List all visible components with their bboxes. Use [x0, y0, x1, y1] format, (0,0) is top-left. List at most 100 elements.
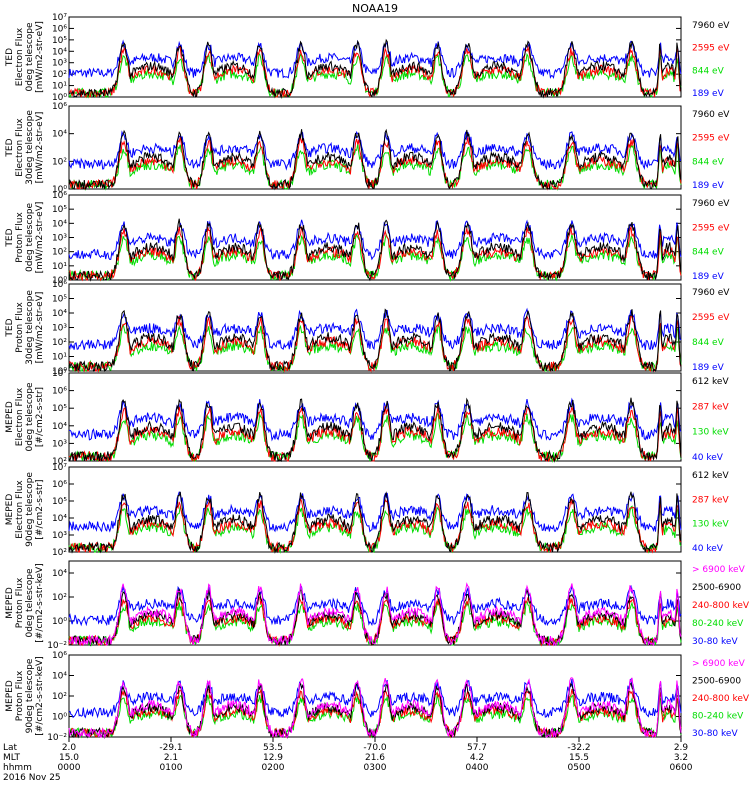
footer-value-lat: 53.5 [263, 743, 283, 753]
y-tick-label: 10⁶ [52, 480, 67, 490]
y-tick-label: 10⁴ [52, 219, 67, 229]
legend-entry: 612 keV [692, 471, 729, 481]
y-tick-label: 10⁶ [52, 387, 67, 397]
footer-value-mlt: 15.5 [569, 753, 589, 763]
legend-entry: 189 eV [692, 272, 725, 282]
footer-value-lat: 57.7 [467, 743, 487, 753]
panel-frame [69, 467, 681, 552]
y-tick-label: 10³ [52, 234, 67, 244]
y-tick-label: 10² [52, 692, 67, 702]
y-axis-label: [#/cm2-s-str] [35, 479, 45, 539]
panel-ted-proton-30deg: 10⁰10¹10²10³10⁴10⁵10⁶TED Proton Flux 30deg… [5, 280, 730, 377]
y-axis-label: 30deg telescope [25, 290, 35, 365]
y-axis-label: MEPED [5, 680, 15, 712]
y-axis-label: 90deg telescope [25, 658, 35, 733]
footer-value-mlt: 21.6 [365, 753, 385, 763]
y-tick-label: 10⁵ [52, 404, 67, 414]
y-axis-label: [mW/m2-str-eV] [35, 202, 45, 274]
y-tick-label: 10⁷ [52, 369, 67, 379]
y-axis-label: [mW/m2-str-eV] [35, 112, 45, 184]
y-axis-label: Proton Flux [15, 577, 25, 628]
y-axis-label: TED [5, 228, 15, 247]
legend-entry: 2595 eV [692, 44, 730, 54]
y-tick-label: 10⁵ [52, 295, 67, 305]
footer-row-label: Lat [3, 743, 18, 753]
legend-entry: 844 eV [692, 66, 725, 76]
panel-frame [69, 561, 681, 645]
legend-entry: 130 keV [692, 428, 729, 438]
footer-value-hhmm: 0600 [670, 763, 693, 773]
legend-entry: 7960 eV [692, 288, 730, 298]
y-tick-label: 10³ [52, 531, 67, 541]
footer-value-lat: 2.0 [62, 743, 77, 753]
panel-meped-proton-90deg: 10⁻²10⁰10²10⁴10⁶MEPED Proton Flux 90deg te… [5, 651, 750, 743]
y-tick-label: 10⁴ [52, 514, 67, 524]
y-tick-label: 10² [52, 548, 67, 558]
y-tick-label: 10⁵ [52, 36, 67, 46]
legend-entry: 287 keV [692, 402, 729, 412]
y-tick-label: 10¹ [52, 262, 67, 272]
footer-value-mlt: 15.0 [59, 753, 79, 763]
y-axis-label: [mW/m2-str-eV] [35, 21, 45, 93]
y-axis-label: Proton Flux [15, 302, 25, 353]
legend-entry: 189 eV [692, 363, 725, 373]
footer-value-mlt: 12.9 [263, 753, 283, 763]
legend-entry: 240-800 keV [692, 601, 750, 611]
y-tick-label: 10⁻² [47, 733, 67, 743]
y-tick-label: 10⁶ [52, 280, 67, 290]
y-axis-label: MEPED [5, 587, 15, 619]
footer-value-hhmm: 0000 [58, 763, 81, 773]
y-tick-label: 10⁴ [52, 569, 67, 579]
legend-entry: > 6900 keV [692, 565, 746, 575]
y-tick-label: 10⁵ [52, 497, 67, 507]
y-tick-label: 10³ [52, 59, 67, 69]
legend-entry: 189 eV [692, 89, 725, 99]
plot-canvas: NOAA19 10⁰10¹10²10³10⁴10⁵10⁶10⁷TED Electr… [0, 0, 750, 800]
y-axis-label: [#/cm2-s-str-keV] [35, 563, 45, 642]
footer-axis-labels: LatMLThhmm2016 Nov 252.015.00000-29.12.1… [3, 737, 693, 783]
y-tick-label: 10³ [52, 324, 67, 334]
y-axis-label: Proton Flux [15, 670, 25, 721]
footer-row-label: hhmm [3, 763, 32, 773]
panel-ted-electron-30deg: 10⁰ 10² 10⁴ 10⁶ TED Electron Flux 30deg telesc… [5, 102, 730, 195]
legend-entry: 844 eV [692, 248, 725, 258]
y-axis-label: 0deg telescope [25, 203, 35, 273]
panel-meped-electron-0deg: 10² 10³ 10⁴ 10⁵ 10⁶ 10⁷ MEPED Electron Flux 0deg… [5, 369, 729, 467]
legend-entry: 2595 eV [692, 313, 730, 323]
y-axis-label: [mW/m2-str-eV] [35, 292, 45, 364]
footer-value-lat: -29.1 [159, 743, 182, 753]
y-axis-label: Electron Flux [15, 27, 25, 86]
legend-entry: 2595 eV [692, 223, 730, 233]
legend-entry: 612 keV [692, 377, 729, 387]
y-axis-label: 90deg telescope [25, 472, 35, 547]
footer-value-hhmm: 0500 [568, 763, 591, 773]
legend-entry: 7960 eV [692, 110, 730, 120]
y-axis-label: MEPED [5, 401, 15, 433]
series-line-612-keV [69, 398, 681, 461]
y-tick-label: 10⁵ [52, 205, 67, 215]
y-tick-label: 10⁻² [47, 641, 67, 651]
y-tick-label: 10² [52, 70, 67, 80]
figure-title: NOAA19 [352, 2, 398, 15]
legend-entry: 189 eV [692, 181, 725, 191]
legend-entry: 844 eV [692, 338, 725, 348]
y-tick-label: 10⁶ [52, 24, 67, 34]
footer-value-mlt: 2.1 [164, 753, 178, 763]
footer-value-mlt: 3.2 [674, 753, 688, 763]
y-axis-label: TED [5, 48, 15, 67]
legend-entry: 844 eV [692, 157, 725, 167]
footer-value-hhmm: 0100 [160, 763, 183, 773]
panel-meped-electron-90deg: 10²10³10⁴10⁵10⁶10⁷MEPED Electron Flux 90de… [5, 463, 729, 558]
legend-entry: 2500-6900 [692, 583, 741, 593]
panel-meped-proton-0deg: 10⁻²10⁰10²10⁴MEPED Proton Flux 0deg telesc… [5, 561, 750, 651]
y-tick-label: 10⁴ [52, 130, 67, 140]
footer-row-label: MLT [3, 753, 21, 763]
y-tick-label: 10⁶ [52, 102, 67, 112]
y-axis-label: Electron Flux [15, 387, 25, 446]
y-axis-label: 0deg telescope [25, 22, 35, 92]
y-tick-label: 10⁴ [52, 309, 67, 319]
y-tick-label: 10² [52, 157, 67, 167]
y-tick-label: 10² [52, 248, 67, 258]
legend-entry: 7960 eV [692, 21, 730, 31]
